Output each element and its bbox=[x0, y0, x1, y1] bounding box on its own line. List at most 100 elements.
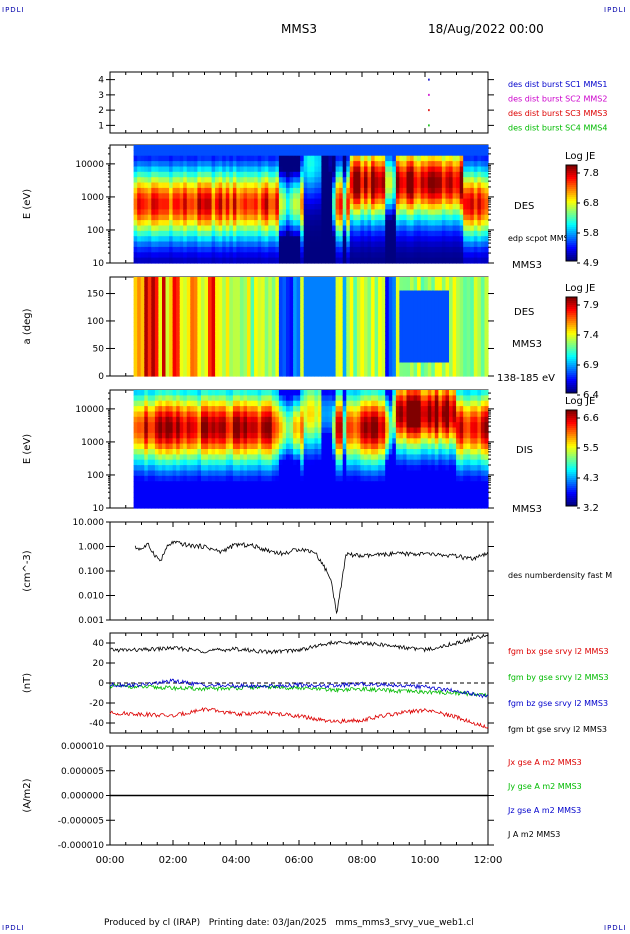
heatmap-cell bbox=[140, 432, 145, 439]
heatmap-cell bbox=[154, 322, 159, 328]
heatmap-cell bbox=[247, 277, 252, 283]
heatmap-cell bbox=[477, 290, 482, 296]
heatmap-cell bbox=[286, 344, 291, 350]
heatmap-cell bbox=[342, 313, 347, 319]
heatmap-cell bbox=[484, 358, 489, 364]
heatmap-cell bbox=[417, 295, 422, 301]
heatmap-cell bbox=[154, 395, 159, 402]
heatmap-cell bbox=[250, 353, 255, 359]
heatmap-cell bbox=[459, 344, 464, 350]
heatmap-cell bbox=[229, 161, 234, 168]
heatmap-cell bbox=[477, 281, 482, 287]
heatmap-cell bbox=[293, 326, 298, 332]
heatmap-cell bbox=[364, 182, 369, 189]
heatmap-cell bbox=[257, 187, 262, 194]
heatmap-cell bbox=[278, 246, 283, 253]
heatmap-cell bbox=[282, 166, 287, 173]
heatmap-cell bbox=[225, 236, 230, 243]
heatmap-cell bbox=[427, 204, 432, 210]
heatmap-cell bbox=[456, 230, 461, 237]
heatmap-cell bbox=[151, 220, 156, 227]
heatmap-cell bbox=[321, 214, 326, 221]
heatmap-cell bbox=[151, 161, 156, 168]
heatmap-cell bbox=[261, 161, 266, 168]
heatmap-cell bbox=[484, 230, 489, 237]
heatmap-cell bbox=[211, 322, 216, 328]
heatmap-cell bbox=[147, 304, 152, 310]
heatmap-cell bbox=[463, 182, 468, 189]
heatmap-cell bbox=[356, 214, 361, 221]
heatmap-cell bbox=[158, 246, 163, 253]
heatmap-cell bbox=[144, 362, 149, 368]
heatmap-cell bbox=[154, 486, 159, 493]
heatmap-cell bbox=[215, 295, 220, 301]
heatmap-cell bbox=[413, 317, 418, 323]
heatmap-cell bbox=[378, 277, 383, 283]
heatmap-cell bbox=[186, 177, 191, 184]
heatmap-cell bbox=[250, 313, 255, 319]
heatmap-cell bbox=[310, 166, 315, 173]
heatmap-cell bbox=[225, 177, 230, 184]
heatmap-cell bbox=[271, 230, 276, 237]
heatmap-cell bbox=[165, 427, 170, 434]
heatmap-cell bbox=[424, 166, 429, 173]
heatmap-cell bbox=[162, 371, 167, 377]
heatmap-cell bbox=[133, 362, 138, 368]
heatmap-cell bbox=[434, 150, 439, 157]
heatmap-cell bbox=[463, 353, 468, 359]
heatmap-cell bbox=[410, 335, 415, 341]
heatmap-cell bbox=[289, 182, 294, 189]
heatmap-cell bbox=[158, 465, 163, 472]
heatmap-cell bbox=[229, 171, 234, 178]
heatmap-cell bbox=[321, 340, 326, 346]
heatmap-cell bbox=[473, 331, 478, 337]
heatmap-cell bbox=[459, 340, 464, 346]
heatmap-cell bbox=[445, 331, 450, 337]
heatmap-cell bbox=[356, 145, 361, 151]
heatmap-cell bbox=[473, 349, 478, 355]
heatmap-cell bbox=[225, 335, 230, 341]
heatmap-cell bbox=[459, 290, 464, 296]
heatmap-cell bbox=[349, 241, 354, 248]
heatmap-cell bbox=[381, 281, 386, 287]
heatmap-cell bbox=[172, 290, 177, 296]
heatmap-cell bbox=[413, 295, 418, 301]
heatmap-cell bbox=[466, 161, 471, 168]
heatmap-cell bbox=[317, 209, 322, 216]
heatmap-cell bbox=[268, 236, 273, 243]
heatmap-cell bbox=[410, 241, 415, 248]
heatmap-cell bbox=[201, 209, 206, 216]
heatmap-cell bbox=[466, 313, 471, 319]
heatmap-cell bbox=[236, 295, 241, 301]
heatmap-cell bbox=[427, 198, 432, 205]
heatmap-cell bbox=[250, 187, 255, 194]
heatmap-cell bbox=[314, 313, 319, 319]
heatmap-cell bbox=[371, 166, 376, 173]
heatmap-cell bbox=[218, 304, 223, 310]
heatmap-cell bbox=[367, 187, 372, 194]
heatmap-cell bbox=[307, 182, 312, 189]
heatmap-cell bbox=[261, 187, 266, 194]
heatmap-cell bbox=[307, 362, 312, 368]
heatmap-cell bbox=[172, 220, 177, 227]
heatmap-cell bbox=[459, 295, 464, 301]
heatmap-cell bbox=[289, 331, 294, 337]
heatmap-cell bbox=[201, 204, 206, 210]
heatmap-cell bbox=[445, 353, 450, 359]
heatmap-cell bbox=[176, 290, 181, 296]
heatmap-cell bbox=[147, 438, 152, 445]
heatmap-cell bbox=[154, 290, 159, 296]
heatmap-cell bbox=[208, 295, 213, 301]
heatmap-cell bbox=[282, 335, 287, 341]
heatmap-cell bbox=[239, 177, 244, 184]
heatmap-cell bbox=[271, 322, 276, 328]
heatmap-cell bbox=[399, 155, 404, 162]
heatmap-cell bbox=[307, 335, 312, 341]
heatmap-cell bbox=[232, 295, 237, 301]
heatmap-cell bbox=[441, 349, 446, 355]
heatmap-cell bbox=[154, 362, 159, 368]
heatmap-cell bbox=[247, 187, 252, 194]
heatmap-cell bbox=[438, 193, 443, 200]
heatmap-cell bbox=[229, 344, 234, 350]
heatmap-cell bbox=[456, 358, 461, 364]
